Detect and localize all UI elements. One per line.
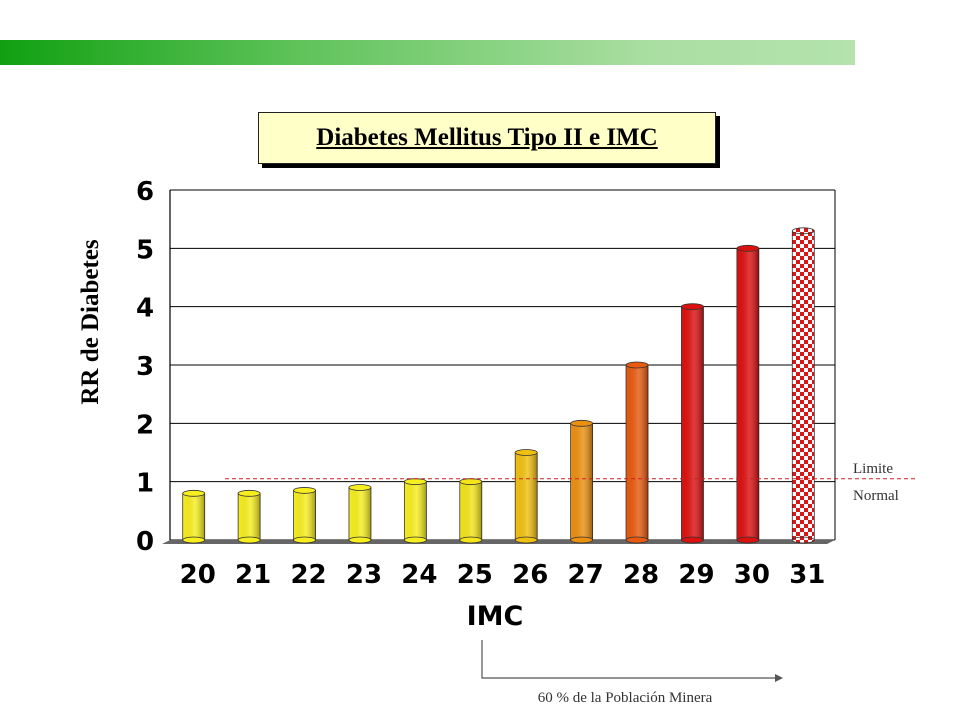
x-tick-label: 26 [512, 560, 548, 590]
bar-base [791, 536, 815, 544]
bar-base [736, 536, 760, 544]
bar-shade [348, 487, 371, 540]
bar-shade [182, 493, 205, 540]
bar-20 [182, 489, 206, 544]
threshold-label-line1: Limite [853, 461, 893, 477]
bar-cap [293, 487, 316, 494]
x-tick-label: 25 [457, 560, 493, 590]
bar-cap [237, 489, 261, 497]
bar-shade [515, 452, 538, 540]
bar-shade [626, 365, 649, 540]
bar-shade [459, 481, 482, 540]
chart-title: Diabetes Mellitus Tipo II e IMC [316, 124, 658, 151]
bar-29 [681, 303, 704, 544]
x-tick-label: 29 [678, 560, 714, 590]
bar-base [348, 536, 372, 544]
bar-shade [238, 493, 261, 540]
grid-layer [162, 189, 836, 544]
bar-25 [459, 478, 483, 544]
bar-base [681, 536, 704, 544]
bar-cap [625, 361, 649, 369]
x-tick-label: 31 [789, 560, 825, 590]
x-tick-label: 28 [623, 560, 659, 590]
chart-floor [162, 540, 835, 544]
bar-31 [791, 227, 815, 544]
bar-cap [791, 227, 815, 235]
bar-base [459, 536, 483, 544]
bar-shade [293, 490, 316, 540]
bar-21 [237, 489, 261, 544]
bar-cap [459, 478, 483, 486]
bar-26 [514, 449, 538, 544]
bar-base [293, 536, 316, 544]
x-tick-label: 22 [290, 560, 326, 590]
bar-base [570, 536, 594, 544]
y-tick-label: 5 [136, 235, 154, 265]
bar-23 [348, 484, 372, 544]
bar-base [182, 536, 206, 544]
y-tick-label: 6 [136, 177, 154, 207]
bar-28 [625, 361, 649, 544]
bar-24 [403, 478, 427, 544]
population-bracket [481, 640, 775, 679]
threshold-label-line2: Normal [853, 488, 899, 504]
bar-27 [570, 419, 594, 544]
bar-cap [514, 449, 538, 456]
x-tick-label: 27 [568, 560, 604, 590]
bar-cap [182, 489, 206, 497]
bar-shade [681, 306, 704, 540]
bar-22 [293, 487, 316, 544]
x-tick-label: 23 [346, 560, 382, 590]
bar-cap [570, 419, 594, 427]
bar-shade [736, 248, 759, 541]
bar-shade [570, 423, 593, 540]
bar-base [237, 536, 261, 544]
y-tick-label: 1 [136, 469, 154, 499]
x-tick-label: 30 [734, 560, 770, 590]
bar-cap [681, 303, 704, 311]
y-tick-label: 3 [136, 352, 154, 382]
bars-layer [182, 227, 815, 544]
bar-30 [736, 244, 760, 544]
x-tick-label: 24 [401, 560, 437, 590]
x-tick-label: 21 [235, 560, 271, 590]
population-note: 60 % de la Población Minera [538, 690, 713, 706]
x-tick-label: 20 [180, 560, 216, 590]
bar-cap [736, 244, 760, 252]
y-tick-label: 2 [136, 410, 154, 440]
y-tick-label: 4 [136, 294, 154, 324]
bracket-arrowhead [775, 674, 783, 682]
bar-cap [403, 478, 427, 486]
bar-base [625, 536, 649, 544]
bar-base [514, 536, 538, 544]
x-axis-label: IMC [467, 601, 524, 632]
bar-shade [404, 481, 427, 540]
header-gradient-bar [0, 40, 855, 65]
y-tick-label: 0 [136, 527, 154, 557]
bar-body [791, 230, 815, 541]
chart-title-box: Diabetes Mellitus Tipo II e IMC [258, 112, 716, 164]
bar-base [403, 536, 427, 544]
bar-cap [348, 484, 372, 491]
